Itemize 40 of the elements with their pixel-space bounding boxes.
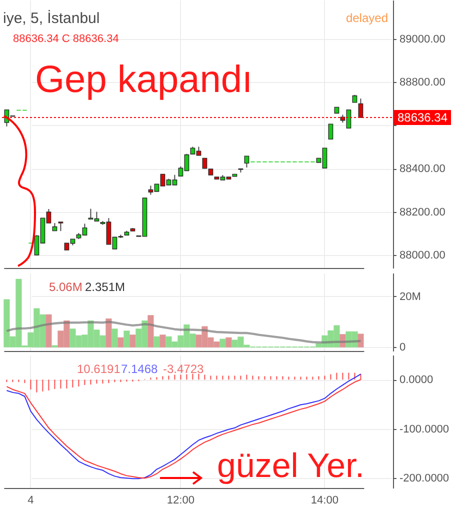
annotation: -3.4723 (163, 362, 204, 376)
y-tick-label: 88400.00 (400, 163, 446, 176)
ref-line-label: 88636.34 (397, 110, 448, 124)
bar (226, 337, 232, 348)
annotation: güzel Yer. (217, 447, 364, 485)
x-tick-label: 14:00 (310, 494, 338, 506)
y-tick-label: 89000.00 (400, 33, 446, 46)
bar (112, 328, 118, 348)
annotation: 7.1468 (121, 362, 158, 376)
y-tick-label: 88800.00 (400, 76, 446, 89)
y-tick-label: 20M (400, 290, 421, 303)
bar (130, 334, 136, 348)
y-tick-label: 88000.00 (400, 250, 446, 262)
annotation: 2.351M (85, 280, 126, 294)
bar (46, 314, 52, 348)
bar (358, 334, 364, 348)
y-tick-label: 88200.00 (400, 206, 446, 218)
annotation: Gep kapandı (35, 59, 253, 101)
y-tick-label: 0 (400, 341, 406, 354)
candlestick (58, 221, 64, 232)
bar (118, 337, 124, 348)
y-tick-label: 0.0000 (400, 374, 434, 386)
bar (106, 318, 112, 348)
x-tick-label: 12:00 (166, 494, 194, 506)
line-series (6, 320, 362, 344)
bar (148, 315, 154, 348)
bar (220, 338, 226, 348)
candlestick (328, 124, 334, 140)
bar (160, 334, 166, 348)
annotation: delayed (346, 11, 388, 25)
annotation: 5.06M (49, 280, 82, 294)
text: 88636.34 C 88636.34 (13, 33, 119, 45)
y-tick-label: -200.0000 (400, 472, 450, 485)
candlestick (202, 158, 208, 169)
x-tick-label: 4 (28, 494, 34, 506)
text: iye, 5, İstanbul (3, 9, 100, 27)
annotation: 10.6191 (77, 362, 121, 376)
bar (124, 330, 130, 348)
bar (154, 336, 160, 348)
y-tick-label: -100.0000 (400, 423, 450, 436)
